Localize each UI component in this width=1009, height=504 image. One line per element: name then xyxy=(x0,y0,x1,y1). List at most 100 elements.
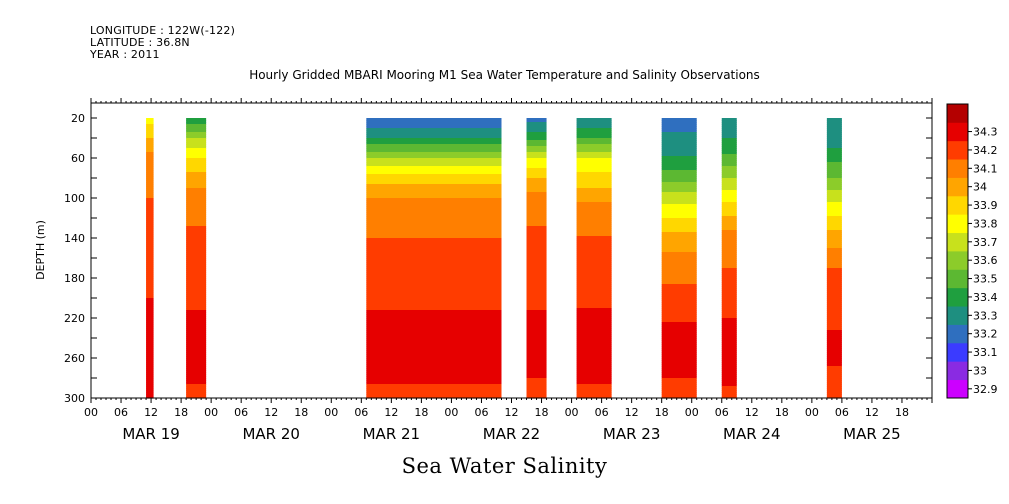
colorbar-swatch xyxy=(947,195,968,215)
data-cell xyxy=(576,336,612,339)
data-cell xyxy=(526,376,547,379)
data-cell xyxy=(526,336,547,339)
data-cell xyxy=(146,146,154,149)
data-cell xyxy=(721,168,737,171)
data-cell xyxy=(721,338,737,341)
data-cell xyxy=(721,220,737,223)
data-cell xyxy=(826,370,842,373)
data-cell xyxy=(366,188,502,191)
data-cell xyxy=(186,236,207,239)
colorbar-swatch xyxy=(947,122,968,142)
data-cell xyxy=(526,196,547,199)
x-hour-tick-label: 12 xyxy=(264,406,278,419)
data-cell xyxy=(526,366,547,369)
data-cell xyxy=(186,270,207,273)
data-cell xyxy=(526,214,547,217)
data-cell xyxy=(526,142,547,145)
data-cell xyxy=(526,314,547,317)
data-cell xyxy=(826,326,842,329)
data-cell xyxy=(366,318,502,321)
data-cell xyxy=(366,232,502,235)
data-cell xyxy=(826,298,842,301)
y-tick-label: 260 xyxy=(64,352,85,365)
data-cell xyxy=(186,244,207,247)
data-cell xyxy=(661,342,697,345)
data-cell xyxy=(526,188,547,191)
data-cell xyxy=(526,360,547,363)
x-day-label: MAR 21 xyxy=(363,425,420,443)
data-cell xyxy=(826,236,842,239)
data-cell xyxy=(146,360,154,363)
data-cell xyxy=(186,208,207,211)
data-cell xyxy=(661,302,697,305)
data-cell xyxy=(576,208,612,211)
data-cell xyxy=(366,248,502,251)
data-cell xyxy=(526,288,547,291)
data-cell xyxy=(576,342,612,345)
data-cell xyxy=(721,126,737,129)
data-cell xyxy=(146,142,154,145)
data-cell xyxy=(146,118,154,121)
data-cell xyxy=(576,286,612,289)
data-cell xyxy=(526,172,547,175)
data-cell xyxy=(186,316,207,319)
data-cell xyxy=(661,158,697,161)
data-cell xyxy=(366,330,502,333)
data-cell xyxy=(186,378,207,381)
data-cell xyxy=(146,144,154,147)
data-cell xyxy=(721,192,737,195)
data-cell xyxy=(576,294,612,297)
data-cell xyxy=(146,366,154,369)
data-cell xyxy=(721,232,737,235)
data-cell xyxy=(661,226,697,229)
data-cell xyxy=(721,394,737,397)
data-cell xyxy=(826,176,842,179)
colorbar-swatch xyxy=(947,251,968,270)
data-cell xyxy=(186,360,207,363)
x-day-label: MAR 23 xyxy=(603,425,660,443)
data-cell xyxy=(661,234,697,237)
data-cell xyxy=(186,248,207,251)
data-cell xyxy=(576,222,612,225)
data-cell xyxy=(826,212,842,215)
data-cell xyxy=(186,292,207,295)
data-cell xyxy=(576,256,612,259)
data-cell xyxy=(526,380,547,383)
data-cell xyxy=(661,354,697,357)
data-cell xyxy=(146,312,154,315)
data-cell xyxy=(526,362,547,365)
data-cell xyxy=(826,158,842,161)
data-cell xyxy=(366,156,502,159)
data-cell xyxy=(146,292,154,295)
data-cell xyxy=(576,384,612,387)
data-cell xyxy=(721,280,737,283)
data-cell xyxy=(366,234,502,237)
data-cell xyxy=(366,172,502,175)
data-cell xyxy=(146,184,154,187)
data-cell xyxy=(526,202,547,205)
data-cell xyxy=(366,208,502,211)
data-cell xyxy=(576,178,612,181)
data-cell xyxy=(721,288,737,291)
data-cell xyxy=(661,162,697,165)
data-cell xyxy=(576,374,612,377)
data-cell xyxy=(661,256,697,259)
data-cell xyxy=(576,154,612,157)
data-cell xyxy=(576,234,612,237)
data-cell xyxy=(186,294,207,297)
data-cell xyxy=(721,128,737,131)
data-cell xyxy=(576,238,612,241)
data-cell xyxy=(186,234,207,237)
data-cell xyxy=(366,342,502,345)
data-cell xyxy=(186,392,207,395)
data-cell xyxy=(526,282,547,285)
data-cell xyxy=(826,352,842,355)
data-cell xyxy=(721,234,737,237)
x-day-label: MAR 22 xyxy=(483,425,540,443)
data-cell xyxy=(721,324,737,327)
data-cell xyxy=(146,344,154,347)
data-cell xyxy=(366,382,502,385)
data-cell xyxy=(526,350,547,353)
data-cell xyxy=(186,198,207,201)
data-cell xyxy=(366,378,502,381)
